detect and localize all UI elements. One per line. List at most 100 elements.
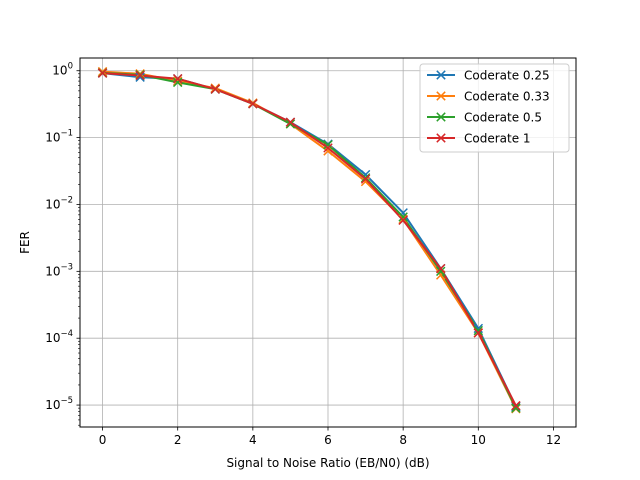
data-point [511, 400, 521, 411]
legend-label: Coderate 0.33 [464, 90, 550, 104]
marker-stroke [511, 400, 521, 411]
data-point [473, 328, 484, 338]
marker-stroke [172, 73, 183, 84]
y-tick-base: 10 [52, 64, 67, 78]
data-point [360, 173, 371, 183]
y-tick-label: 100 [52, 62, 73, 78]
data-point [210, 83, 221, 93]
data-point [135, 72, 145, 82]
data-point [360, 176, 371, 187]
legend-label: Coderate 1 [464, 132, 531, 146]
legend-marker [436, 133, 446, 143]
data-point [473, 323, 484, 334]
data-point [360, 169, 371, 180]
y-tick-label: 10−4 [45, 329, 73, 345]
x-tick-label: 0 [99, 433, 107, 447]
marker-stroke [172, 76, 183, 86]
marker-stroke [285, 117, 296, 127]
legend-entry: Coderate 0.25 [427, 69, 550, 83]
data-point [285, 117, 296, 127]
data-point [172, 73, 183, 84]
marker-stroke [473, 325, 484, 336]
marker-stroke [511, 403, 521, 413]
y-tick-label: 10−1 [45, 129, 73, 145]
legend-entry: Coderate 1 [427, 132, 531, 146]
legend: Coderate 0.25 Coderate 0.33 Coderate 0.5 Co… [419, 63, 570, 153]
y-axis-label: FER [18, 231, 32, 254]
data-point [435, 266, 446, 277]
data-point [435, 263, 446, 274]
marker-stroke [360, 174, 371, 184]
x-tick-label: 4 [249, 433, 257, 447]
y-tick-base: 10 [45, 131, 60, 145]
data-point [398, 215, 408, 226]
marker-stroke [473, 323, 484, 334]
legend-marker [436, 112, 446, 122]
series-line [102, 72, 517, 407]
data-point [172, 77, 183, 88]
data-point [511, 403, 521, 413]
x-tick-label: 8 [399, 433, 407, 447]
y-tick-base: 10 [45, 331, 60, 345]
marker-stroke [473, 328, 484, 338]
marker-stroke [360, 173, 371, 183]
marker-stroke [435, 266, 446, 277]
data-point [398, 212, 408, 222]
data-point [97, 68, 108, 78]
y-tick-label: 10−2 [45, 195, 73, 211]
marker-stroke [210, 84, 221, 94]
data-point [323, 143, 333, 153]
data-point [97, 66, 108, 77]
x-axis-label: Signal to Noise Ratio (EB/N0) (dB) [226, 456, 429, 470]
y-tick-base: 10 [45, 197, 60, 211]
data-point [135, 70, 145, 81]
legend-marker [436, 91, 446, 101]
y-tick-label: 10−3 [45, 262, 73, 278]
y-tick-base: 10 [45, 264, 60, 278]
data-point [248, 99, 258, 109]
y-tick-exponent: −2 [60, 195, 73, 205]
y-tick-label: 10−5 [45, 396, 73, 412]
legend-label: Coderate 0.5 [464, 111, 542, 125]
marker-stroke [172, 77, 183, 88]
series-markers [97, 66, 521, 414]
marker-stroke [323, 140, 333, 150]
marker-stroke [360, 169, 371, 180]
y-tick-exponent: −4 [60, 329, 73, 339]
x-tick-label: 6 [324, 433, 332, 447]
marker-stroke [210, 83, 221, 93]
x-axis-ticks: 0 2 4 6 8 10 12 [99, 427, 561, 447]
marker-stroke [398, 212, 408, 222]
marker-stroke [435, 263, 446, 274]
marker-stroke [323, 143, 333, 153]
data-point [285, 119, 296, 129]
y-tick-exponent: −1 [60, 129, 73, 139]
marker-stroke [285, 119, 296, 129]
y-tick-exponent: 0 [68, 62, 73, 72]
marker-stroke [135, 70, 145, 81]
marker-stroke [248, 99, 258, 109]
data-point [323, 140, 333, 150]
legend-entry: Coderate 0.33 [427, 90, 550, 104]
grid [80, 58, 576, 427]
marker-stroke [97, 66, 108, 77]
marker-stroke [360, 176, 371, 187]
data-point [473, 325, 484, 336]
y-tick-base: 10 [45, 398, 60, 412]
legend-entry: Coderate 0.5 [427, 111, 542, 125]
data-point [210, 84, 221, 94]
x-tick-label: 2 [174, 433, 182, 447]
legend-label: Coderate 0.25 [464, 69, 550, 83]
marker-stroke [135, 72, 145, 82]
legend-marker [436, 70, 446, 80]
x-tick-label: 12 [546, 433, 561, 447]
x-tick-label: 10 [471, 433, 486, 447]
data-point [172, 76, 183, 86]
legend-box [419, 63, 570, 153]
y-tick-exponent: −3 [60, 262, 73, 272]
y-tick-exponent: −5 [60, 396, 73, 406]
series-lines [102, 70, 517, 410]
marker-stroke [398, 215, 408, 226]
